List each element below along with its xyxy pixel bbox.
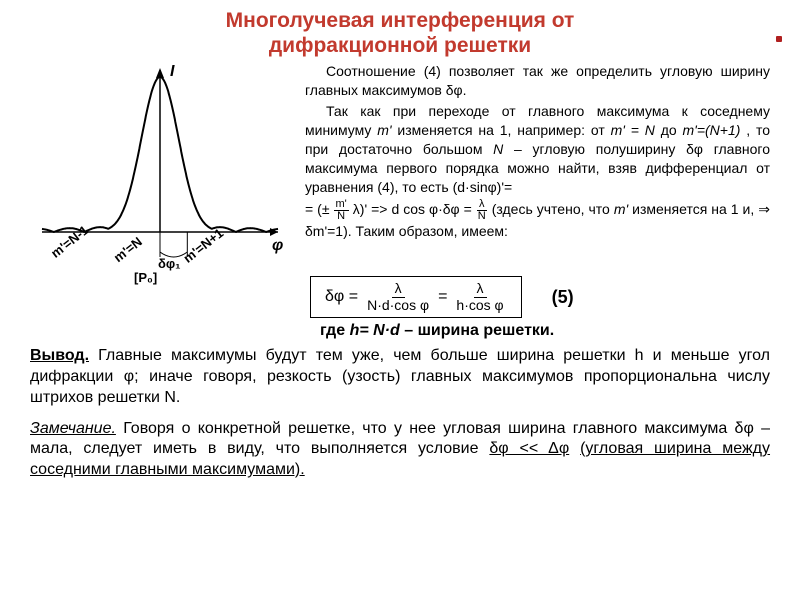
p2d: до	[661, 122, 683, 138]
f2d: h·cos φ	[453, 298, 506, 313]
p2e: m'=(N+1)	[683, 122, 741, 138]
p2l: m'	[614, 201, 628, 217]
formula-lhs: δφ =	[325, 288, 358, 306]
para1: Соотношение (4) позволяет так же определ…	[305, 63, 770, 98]
svg-text:I: I	[170, 63, 175, 80]
diffraction-chart: Iφ m'=N-1 m'=N [P₀] m'=N+1 δφ₁	[30, 62, 295, 272]
wc: – ширина решетки.	[404, 322, 554, 339]
formula-eq: =	[438, 288, 447, 306]
wa: где	[320, 322, 350, 339]
p2g: N	[493, 141, 503, 157]
rem-b: δφ << Δφ	[489, 440, 569, 457]
formula-frac2: λ h·cos φ	[453, 281, 506, 313]
concl-body: Главные максимумы будут тем уже, чем бол…	[30, 347, 770, 406]
svg-text:φ: φ	[272, 237, 283, 254]
p2m1: m'	[377, 122, 391, 138]
where-text: где h= N·d – ширина решетки.	[30, 322, 770, 340]
frac-ln: λN	[476, 199, 488, 222]
formula-frac1: λ N·d·cos φ	[364, 281, 432, 313]
title-line-2: дифракционной решетки	[269, 34, 531, 57]
formula-box: δφ = λ N·d·cos φ = λ h·cos φ	[310, 276, 522, 318]
f1n: λ	[392, 281, 405, 297]
f2n: λ	[474, 281, 487, 297]
concl-lead: Вывод.	[30, 347, 89, 364]
p2c: m' = N	[611, 122, 655, 138]
remark: Замечание. Говоря о конкретной решетке, …	[30, 419, 770, 481]
frac-mn: m'N	[334, 199, 349, 222]
f1d: N·d·cos φ	[364, 298, 432, 313]
wb: h= N·d	[350, 322, 400, 339]
slide-title: Многолучевая интерференция от дифракцион…	[30, 8, 770, 58]
title-line-1: Многолучевая интерференция от	[226, 9, 575, 32]
explanation-text: Соотношение (4) позволяет так же определ…	[305, 62, 770, 272]
p2k: (здесь учтено, что	[492, 201, 614, 217]
equation-number: (5)	[552, 287, 574, 308]
conclusion: Вывод. Главные максимумы будут тем уже, …	[30, 346, 770, 408]
label-p0: [P₀]	[134, 270, 157, 285]
label-delta: δφ₁	[158, 256, 181, 271]
p2j: λ)' => d cos φ·δφ =	[353, 201, 476, 217]
p2i: = (±	[305, 201, 334, 217]
rem-lead: Замечание.	[30, 420, 116, 437]
p2b: изменяется на 1, например: от	[397, 122, 610, 138]
corner-marker	[776, 36, 782, 42]
